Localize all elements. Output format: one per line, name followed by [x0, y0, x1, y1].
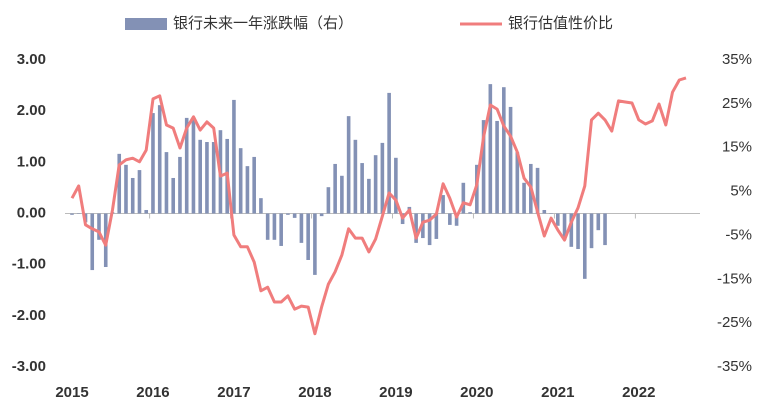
bar [535, 167, 540, 214]
bar [353, 139, 358, 214]
x-tick-label: 2020 [460, 384, 493, 401]
bar [205, 142, 209, 214]
bar [151, 113, 155, 214]
bar [97, 213, 101, 240]
bar [427, 213, 432, 246]
bar [292, 213, 297, 218]
bar [211, 142, 216, 214]
bar [340, 175, 344, 214]
bar [589, 213, 594, 249]
bar [461, 182, 466, 214]
y2-tick-label: -25% [717, 314, 752, 331]
line [70, 76, 687, 336]
y2-tick-label: 25% [722, 95, 752, 112]
bar [130, 177, 135, 214]
bar [198, 139, 202, 214]
bar [265, 213, 270, 240]
bar [603, 213, 607, 246]
bar [556, 213, 560, 226]
bar [441, 195, 445, 214]
y-tick-label: -1.00 [12, 256, 46, 273]
bar [495, 120, 499, 214]
bar [70, 213, 74, 215]
bar [360, 163, 364, 214]
bar [488, 84, 493, 214]
y2-tick-label: 15% [722, 139, 752, 156]
bar [184, 117, 189, 214]
x-tick-label: 2015 [55, 384, 88, 401]
x-tick-label: 2016 [136, 384, 169, 401]
x-tick-label: 2022 [622, 384, 655, 401]
bar [448, 213, 452, 225]
bar [522, 182, 526, 214]
bar [319, 213, 324, 217]
bar [191, 117, 196, 214]
x-tick-label: 2017 [217, 384, 250, 401]
bar [394, 157, 398, 214]
y2-tick-label: 5% [730, 183, 752, 200]
bar [259, 198, 263, 214]
bar [380, 142, 385, 214]
y2-tick-label: -5% [725, 226, 752, 243]
bar [232, 99, 236, 214]
bar [481, 120, 486, 214]
bar [279, 213, 283, 246]
bar [387, 92, 391, 214]
bar [542, 209, 547, 214]
bar [346, 116, 351, 214]
bar [171, 177, 176, 214]
bar [299, 213, 304, 243]
bar [596, 213, 601, 231]
bar [562, 213, 567, 240]
bar [117, 153, 122, 214]
bar [515, 152, 520, 214]
bar [90, 213, 95, 271]
bar [144, 209, 149, 214]
y-tick-label: -2.00 [12, 307, 46, 324]
legend-swatch [125, 18, 167, 30]
bar [502, 87, 506, 214]
bar [238, 148, 243, 214]
bar [569, 213, 574, 247]
bar [245, 166, 250, 214]
bar [373, 155, 378, 214]
y-tick-label: 0.00 [17, 204, 46, 221]
bar [468, 212, 472, 214]
bar [157, 105, 162, 214]
bar [252, 156, 256, 214]
x-tick-label: 2019 [379, 384, 412, 401]
legend-label: 银行估值性价比 [508, 15, 613, 32]
bar [333, 163, 337, 214]
bar [124, 164, 128, 214]
bar [137, 170, 142, 214]
bar [326, 187, 331, 214]
bar [434, 213, 439, 239]
y-tick-label: 1.00 [17, 153, 46, 170]
bar [508, 106, 513, 214]
bar [576, 213, 580, 250]
bar [164, 152, 169, 214]
bar [313, 213, 317, 275]
bar [306, 213, 310, 260]
x-tick-label: 2018 [298, 384, 331, 401]
bar [286, 213, 290, 215]
y-tick-label: 3.00 [17, 51, 46, 68]
y2-tick-label: -35% [717, 358, 752, 375]
bar [582, 213, 587, 279]
y-tick-label: -3.00 [12, 358, 46, 375]
y2-tick-label: -15% [717, 270, 752, 287]
y2-tick-label: 35% [722, 51, 752, 68]
x-tick-label: 2021 [541, 384, 574, 401]
bar [414, 213, 418, 243]
bar [272, 213, 277, 240]
bar [178, 156, 182, 214]
legend-label: 银行未来一年涨跌幅（右） [173, 15, 353, 32]
bar [454, 213, 459, 226]
y-tick-label: 2.00 [17, 102, 46, 119]
bar [367, 178, 371, 214]
